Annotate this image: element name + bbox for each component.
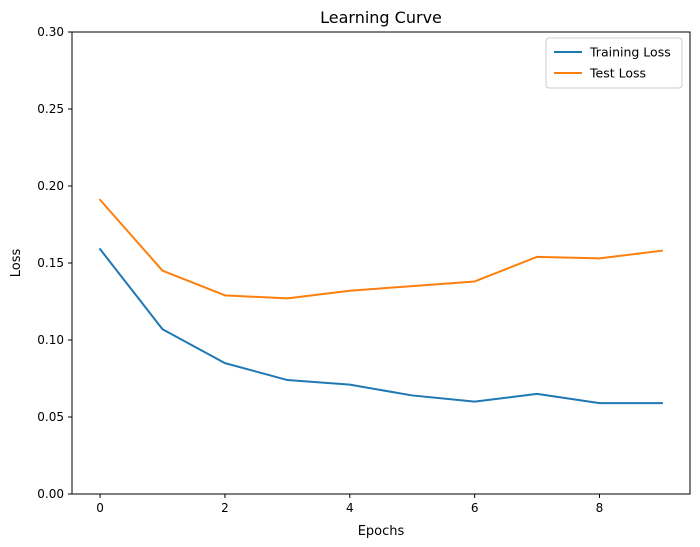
series-line-training-loss bbox=[98, 247, 663, 405]
y-tick-label: 0.10 bbox=[37, 333, 64, 347]
x-tick-label: 6 bbox=[471, 501, 479, 515]
legend-label: Training Loss bbox=[589, 45, 671, 60]
x-axis-label: Epochs bbox=[358, 524, 405, 539]
legend-label: Test Loss bbox=[589, 66, 646, 81]
axis-ticks: 0 2 4 6 8 0.00 0.05 0.10 0.15 0.20 0.25 0.30 bbox=[37, 25, 603, 515]
y-tick-label: 0.30 bbox=[37, 25, 64, 39]
y-tick-label: 0.25 bbox=[37, 102, 64, 116]
legend: Training Loss Test Loss bbox=[545, 37, 683, 89]
plot-area-frame bbox=[71, 31, 691, 495]
x-tick-label: 0 bbox=[96, 501, 104, 515]
series-line-test-loss bbox=[98, 198, 664, 300]
y-tick-label: 0.05 bbox=[37, 410, 64, 424]
x-tick-label: 8 bbox=[596, 501, 604, 515]
chart-title: Learning Curve bbox=[320, 8, 442, 27]
y-tick-label: 0.00 bbox=[37, 487, 64, 501]
y-tick-label: 0.20 bbox=[37, 179, 64, 193]
legend-box bbox=[545, 37, 683, 89]
series-lines bbox=[98, 198, 664, 405]
x-tick-label: 4 bbox=[346, 501, 354, 515]
y-axis-label: Loss bbox=[9, 249, 24, 278]
y-tick-label: 0.15 bbox=[37, 256, 64, 270]
x-tick-label: 2 bbox=[221, 501, 229, 515]
